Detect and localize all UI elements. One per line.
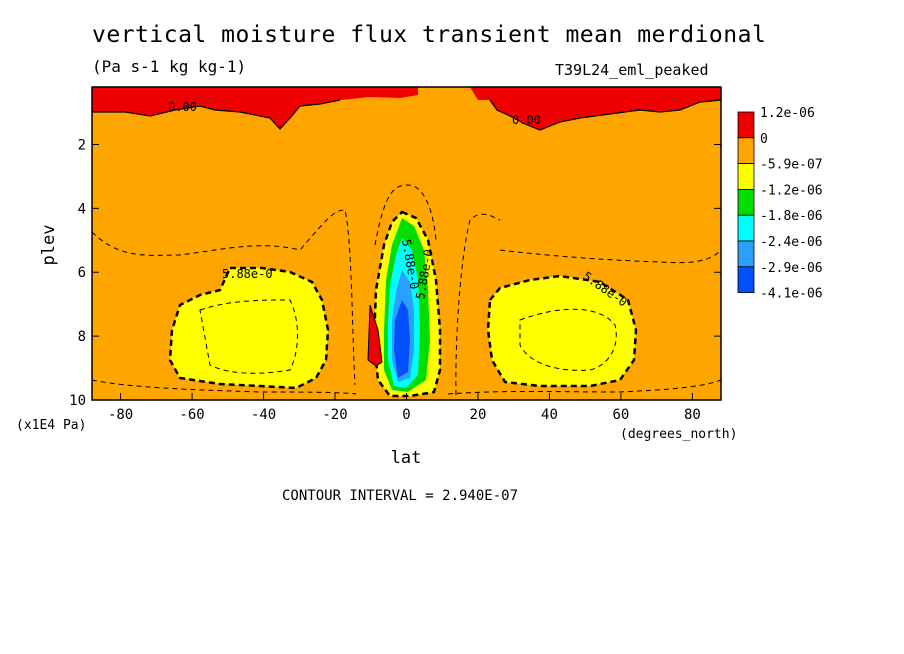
y-axis-label: plev <box>39 225 59 266</box>
colorbar-swatch <box>737 188 755 216</box>
x-axis: -80 -60 -40 -20 0 20 40 60 80 <box>108 393 701 423</box>
x-tick-label: -20 <box>322 407 347 423</box>
x-tick-label: 40 <box>541 407 558 423</box>
x-tick-label: 0 <box>402 407 410 423</box>
colorbar-label: 0 <box>760 132 768 147</box>
chart-units: (Pa s-1 kg kg-1) <box>92 57 247 76</box>
y-tick-label: 8 <box>78 329 86 345</box>
yellow-right-region <box>486 274 638 388</box>
chart-title: vertical moisture flux transient mean me… <box>92 22 767 48</box>
solid-contours <box>92 99 722 131</box>
y-tick-label: 2 <box>78 137 86 153</box>
dataset-label: T39L24_eml_peaked <box>555 61 709 79</box>
contour-label-0: 0.00 <box>168 100 197 114</box>
x-tick-label: 80 <box>684 407 701 423</box>
red-top-left-region <box>92 87 418 129</box>
colorbar-swatch <box>737 240 755 268</box>
colorbar-label: -2.4e-06 <box>760 235 823 250</box>
y-tick-label: 4 <box>78 201 86 217</box>
colorbar-swatch <box>737 163 755 190</box>
colorbar-label: -5.9e-07 <box>760 158 823 173</box>
x-tick-label: -40 <box>251 407 276 423</box>
colorbar-label: -1.8e-06 <box>760 209 823 224</box>
y-tick-label: 6 <box>78 265 86 281</box>
colorbar: 1.2e-06 0 -5.9e-07 -1.2e-06 -1.8e-06 -2.4e-06… <box>737 106 823 302</box>
y-tick-label: 10 <box>69 393 86 409</box>
contour-interval: CONTOUR INTERVAL = 2.940E-07 <box>282 488 519 504</box>
colorbar-swatch <box>737 266 755 293</box>
x-axis-unit: (degrees_north) <box>620 427 737 442</box>
red-top-right-region <box>470 87 721 130</box>
x-tick-label: -80 <box>108 407 133 423</box>
colorbar-label: -4.1e-06 <box>760 287 823 302</box>
x-tick-label: 60 <box>613 407 630 423</box>
y-axis: 2 4 6 8 10 <box>69 137 721 409</box>
colorbar-label: -1.2e-06 <box>760 183 823 198</box>
x-tick-label: 20 <box>470 407 487 423</box>
dashed-contours <box>91 184 722 396</box>
colorbar-label: -2.9e-06 <box>760 261 823 276</box>
colorbar-swatch <box>737 111 755 139</box>
contour-label-2: 5.88e-0 <box>222 267 273 281</box>
blue-plume-region <box>394 300 410 378</box>
colorbar-label: 1.2e-06 <box>760 106 815 121</box>
colorbar-swatch <box>737 214 755 242</box>
contour-label-1: 0.00 <box>512 113 541 127</box>
colorbar-swatch <box>737 137 755 165</box>
red-wedge-region <box>367 304 383 367</box>
x-axis-label: lat <box>391 448 422 468</box>
yellow-left-region <box>168 266 330 390</box>
x-tick-label: -60 <box>179 407 204 423</box>
y-axis-unit: (x1E4 Pa) <box>16 418 86 433</box>
